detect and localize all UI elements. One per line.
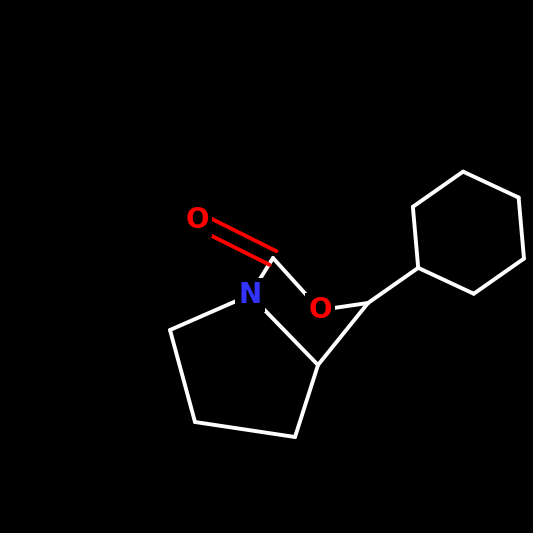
Text: N: N xyxy=(238,281,262,309)
Text: O: O xyxy=(308,296,332,324)
Text: O: O xyxy=(185,206,209,234)
